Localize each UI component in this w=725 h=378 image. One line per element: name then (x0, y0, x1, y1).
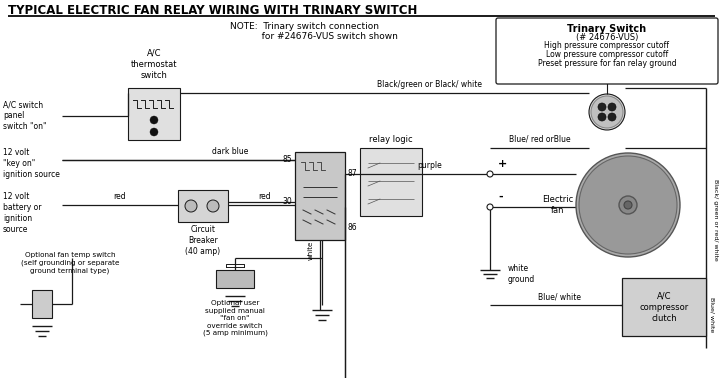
Bar (178, 190, 228, 222)
Text: 12 volt
"key on"
ignition source: 12 volt "key on" ignition source (3, 148, 60, 179)
Text: red: red (114, 192, 126, 201)
Text: Circuit
Breaker
(40 amp): Circuit Breaker (40 amp) (186, 225, 220, 256)
Text: 12 volt
battery or
ignition
source: 12 volt battery or ignition source (3, 192, 41, 234)
Text: A/C
thermostat
switch: A/C thermostat switch (130, 49, 177, 80)
Text: High pressure compressor cutoff: High pressure compressor cutoff (544, 41, 669, 50)
Text: +: + (498, 159, 508, 169)
Text: Trinary Switch: Trinary Switch (568, 24, 647, 34)
Circle shape (598, 103, 606, 111)
Text: 85: 85 (282, 155, 292, 164)
Text: purple: purple (418, 161, 442, 170)
Text: Black/ green or red/ white: Black/ green or red/ white (713, 179, 718, 261)
Text: (# 24676-VUS): (# 24676-VUS) (576, 33, 638, 42)
Text: Blue/ white: Blue/ white (539, 292, 581, 301)
Bar (622, 278, 706, 336)
Text: white: white (308, 240, 314, 260)
Text: Preset pressure for fan relay ground: Preset pressure for fan relay ground (538, 59, 676, 68)
Text: Optional user
supplied manual
"fan on"
override switch
(5 amp minimum): Optional user supplied manual "fan on" o… (202, 300, 268, 336)
Bar (128, 88, 180, 140)
Circle shape (576, 153, 680, 257)
Text: Blue/ red orBlue: Blue/ red orBlue (509, 135, 571, 144)
Bar (295, 152, 345, 240)
Text: red: red (259, 192, 271, 201)
Text: NOTE:  Trinary switch connection
           for #24676-VUS switch shown: NOTE: Trinary switch connection for #246… (230, 22, 398, 42)
Circle shape (487, 204, 493, 210)
Text: 87: 87 (348, 169, 357, 178)
Circle shape (608, 113, 616, 121)
Circle shape (487, 171, 493, 177)
Circle shape (579, 156, 677, 254)
Bar (360, 148, 422, 216)
Text: white
ground: white ground (508, 264, 535, 284)
Text: 30: 30 (282, 197, 292, 206)
Circle shape (608, 103, 616, 111)
Circle shape (150, 116, 158, 124)
Circle shape (591, 96, 623, 128)
FancyBboxPatch shape (496, 18, 718, 84)
Bar (32, 290, 52, 318)
Circle shape (589, 94, 625, 130)
Text: 86: 86 (348, 223, 357, 231)
Text: relay logic: relay logic (369, 135, 413, 144)
Text: -: - (498, 192, 502, 202)
Text: Optional fan temp switch
(self grounding or separate
ground terminal type): Optional fan temp switch (self grounding… (21, 252, 119, 274)
Circle shape (624, 201, 632, 209)
Circle shape (598, 113, 606, 121)
Text: A/C switch
panel
switch "on": A/C switch panel switch "on" (3, 100, 46, 131)
Text: TYPICAL ELECTRIC FAN RELAY WIRING WITH TRINARY SWITCH: TYPICAL ELECTRIC FAN RELAY WIRING WITH T… (8, 4, 418, 17)
Text: Low pressure compressor cutoff: Low pressure compressor cutoff (546, 50, 668, 59)
Text: A/C
compressor
clutch: A/C compressor clutch (639, 291, 689, 322)
Circle shape (207, 200, 219, 212)
Text: Black/green or Black/ white: Black/green or Black/ white (378, 80, 483, 89)
Circle shape (619, 196, 637, 214)
Bar (216, 270, 254, 288)
Text: Blue/ white: Blue/ white (710, 297, 715, 333)
Text: Electric
fan: Electric fan (542, 195, 573, 215)
Text: dark blue: dark blue (212, 147, 248, 156)
Circle shape (150, 128, 158, 136)
Circle shape (185, 200, 197, 212)
